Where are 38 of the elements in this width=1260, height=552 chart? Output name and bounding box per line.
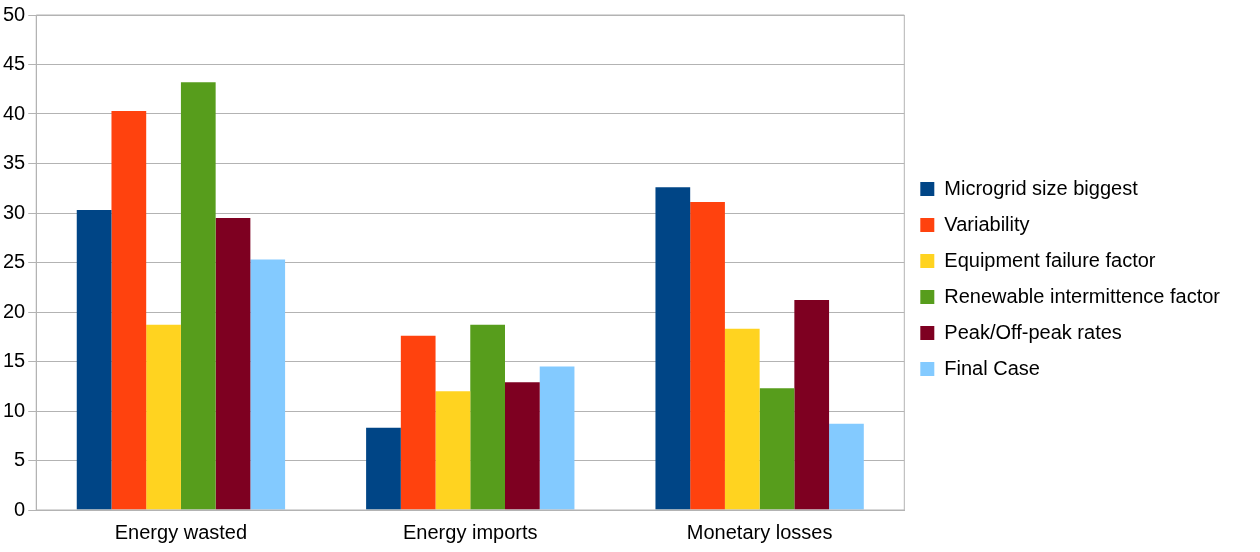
bar: [435, 391, 471, 510]
legend-label: Final Case: [944, 356, 1040, 379]
bar: [724, 328, 760, 510]
y-tick-label: 0: [14, 497, 26, 520]
bar: [759, 388, 795, 510]
legend-label: Peak/Off-peak rates: [944, 320, 1122, 343]
bar: [180, 82, 216, 510]
x-tick-label: Energy imports: [403, 520, 538, 543]
y-tick-label: 25: [3, 250, 26, 273]
bar: [400, 335, 436, 510]
bar: [505, 382, 540, 510]
legend-label: Renewable intermittence factor: [944, 284, 1221, 307]
y-tick-label: 35: [3, 151, 26, 174]
x-tick-label: Monetary losses: [686, 520, 833, 543]
bar: [829, 423, 864, 510]
legend-label: Variability: [944, 212, 1030, 235]
y-tick-label: 40: [3, 101, 26, 124]
bar: [470, 324, 505, 510]
y-tick-label: 30: [3, 200, 26, 223]
y-tick-label: 45: [3, 52, 26, 75]
bar: [655, 187, 691, 510]
y-tick-label: 15: [3, 349, 26, 372]
bar: [111, 111, 147, 510]
bar: [215, 217, 251, 510]
bar: [366, 427, 401, 510]
bar: [250, 259, 286, 510]
y-tick-label: 5: [14, 448, 26, 471]
y-tick-label: 20: [3, 299, 26, 322]
bar: [690, 202, 725, 510]
y-tick-label: 10: [3, 398, 26, 421]
legend-label: Microgrid size biggest: [944, 176, 1139, 199]
bar: [794, 300, 830, 510]
x-tick-label: Energy wasted: [114, 520, 248, 543]
legend-label: Equipment failure factor: [944, 248, 1156, 271]
bar: [76, 210, 112, 510]
y-tick-label: 50: [3, 2, 26, 25]
bar: [539, 366, 575, 510]
bar: [146, 324, 181, 510]
